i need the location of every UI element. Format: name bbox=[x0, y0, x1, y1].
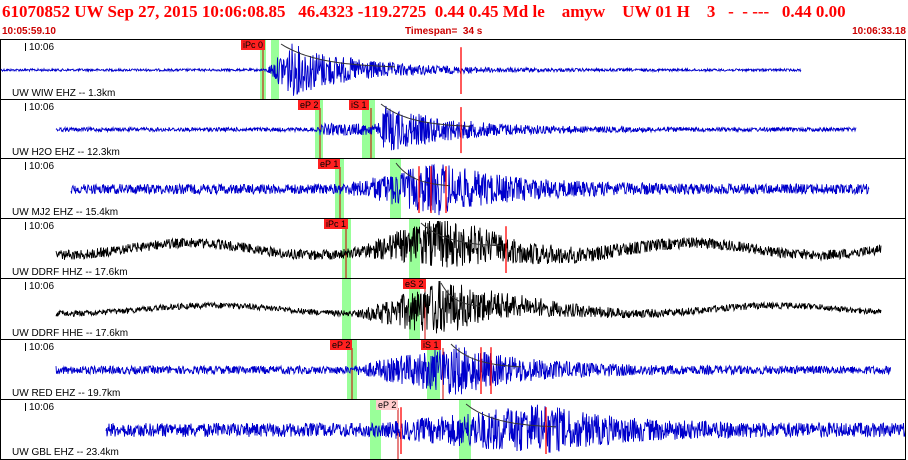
time-tick bbox=[25, 222, 26, 230]
time-label: 10:06 bbox=[29, 402, 55, 413]
coda-curve bbox=[395, 162, 451, 187]
station-label: UW MJ2 EHZ -- 15.4km bbox=[12, 207, 119, 218]
trace-panel[interactable]: 10:06 iPc 0 UW WIW EHZ -- 1.3km bbox=[0, 39, 906, 100]
time-label: 10:06 bbox=[29, 161, 55, 172]
coda-curve bbox=[440, 282, 482, 307]
seismogram bbox=[70, 159, 870, 219]
timespan: Timespan= 34 s bbox=[405, 26, 483, 37]
waveform bbox=[1, 43, 802, 96]
waveform bbox=[55, 280, 882, 334]
coda-curve bbox=[450, 343, 522, 368]
event-header: 61070852 UW Sep 27, 2015 10:06:08.85 46.… bbox=[0, 0, 908, 40]
phase-pick-label[interactable]: eP 2 bbox=[298, 100, 321, 110]
seismogram bbox=[55, 279, 882, 340]
waveform bbox=[55, 220, 882, 268]
time-label: 10:06 bbox=[29, 221, 55, 232]
coda-curve bbox=[420, 222, 502, 247]
time-tick bbox=[25, 103, 26, 111]
time-tick bbox=[25, 343, 26, 351]
station-label: UW DDRF HHZ -- 17.6km bbox=[12, 267, 128, 278]
waveform bbox=[55, 344, 891, 395]
trace-panel[interactable]: 10:06 iPc 1 UW DDRF HHZ -- 17.6km bbox=[0, 218, 906, 279]
phase-pick-label[interactable]: iS 1 bbox=[421, 340, 441, 350]
time-tick bbox=[25, 282, 26, 290]
station-label: UW WIW EHZ -- 1.3km bbox=[12, 88, 116, 99]
pick-window bbox=[342, 279, 351, 340]
event-title: 61070852 UW Sep 27, 2015 10:06:08.85 46.… bbox=[2, 2, 846, 21]
waveform bbox=[70, 163, 870, 216]
trace-panel[interactable]: 10:06 eP 2 UW GBL EHZ -- 23.4km bbox=[0, 399, 906, 460]
station-label: UW RED EHZ -- 19.7km bbox=[12, 388, 121, 399]
time-tick bbox=[25, 403, 26, 411]
seismogram bbox=[55, 340, 891, 400]
seismogram bbox=[55, 219, 882, 279]
coda-curve bbox=[280, 43, 396, 68]
time-label: 10:06 bbox=[29, 42, 55, 53]
time-tick bbox=[25, 43, 26, 51]
station-label: UW DDRF HHE -- 17.6km bbox=[12, 328, 129, 339]
station-label: UW H2O EHZ -- 12.3km bbox=[12, 147, 120, 158]
trace-panel[interactable]: 10:06 eP 2 iS 1 UW RED EHZ -- 19.7km bbox=[0, 339, 906, 400]
time-label: 10:06 bbox=[29, 281, 55, 292]
time-label: 10:06 bbox=[29, 342, 55, 353]
waveform bbox=[105, 404, 905, 453]
time-tick bbox=[25, 162, 26, 170]
time-label: 10:06 bbox=[29, 102, 55, 113]
seismogram bbox=[1, 40, 802, 100]
phase-pick-label[interactable]: iPc 0 bbox=[241, 40, 266, 50]
phase-pick-label[interactable]: eS 2 bbox=[403, 279, 426, 289]
trace-panel[interactable]: 10:06 eS 2 UW DDRF HHE -- 17.6km bbox=[0, 278, 906, 340]
trace-panel[interactable]: 10:06 eP 1 UW MJ2 EHZ -- 15.4km bbox=[0, 158, 906, 219]
seismogram bbox=[55, 100, 857, 159]
phase-pick-label[interactable]: eP 2 bbox=[330, 340, 353, 350]
start-time: 10:05:59.10 bbox=[2, 26, 56, 37]
end-time: 10:06:33.18 bbox=[852, 26, 906, 37]
phase-pick-label[interactable]: iS 1 bbox=[349, 100, 369, 110]
phase-pick-label[interactable]: eP 2 bbox=[376, 400, 399, 410]
coda-curve bbox=[380, 103, 472, 127]
station-label: UW GBL EHZ -- 23.4km bbox=[12, 447, 119, 458]
seismogram bbox=[105, 400, 905, 459]
waveform bbox=[55, 105, 857, 151]
coda-curve bbox=[465, 403, 557, 428]
phase-pick-label[interactable]: eP 1 bbox=[318, 159, 341, 169]
trace-panel[interactable]: 10:06 eP 2 iS 1 UW H2O EHZ -- 12.3km bbox=[0, 99, 906, 159]
phase-pick-label[interactable]: iPc 1 bbox=[324, 219, 349, 229]
